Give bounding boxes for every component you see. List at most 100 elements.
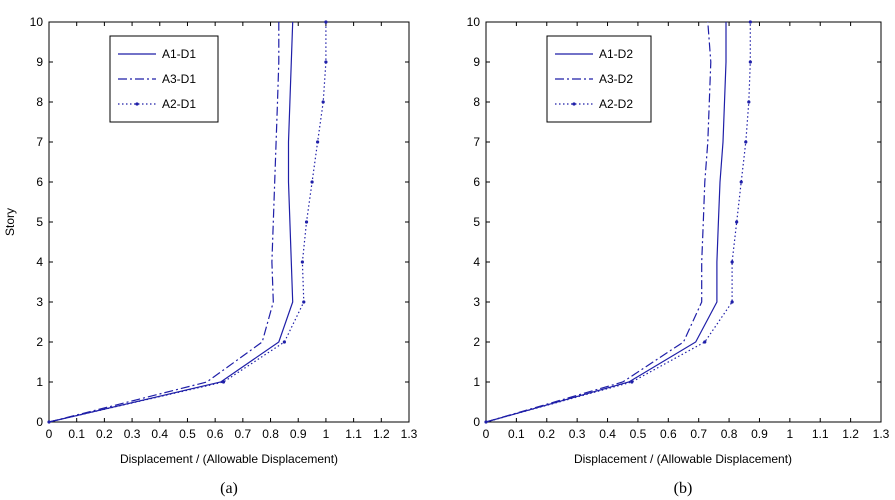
y-tick-label-b: 9 [473,55,480,69]
data-point-a2-d2 [739,180,743,184]
y-tick-label-a: 1 [36,375,43,389]
legend-b: A1-D2 A3-D2 A2-D2 [546,35,652,123]
y-tick-label-a: 0 [36,415,43,429]
x-tick-label-b: 0.6 [660,427,677,441]
plot-area-b [485,21,882,423]
plot-area-a [48,21,410,423]
x-tick-label-b: 0.4 [599,427,616,441]
series-line-a2-d2 [485,22,751,423]
x-tick-label-b: 1.3 [873,427,890,441]
legend-a: A1-D1 A3-D1 A2-D1 [109,35,219,123]
y-tick-label-b: 10 [467,15,481,29]
panel-caption-a: (a) [220,480,238,497]
x-tick-label-b: 0.1 [508,427,525,441]
y-tick-label-a: 9 [36,55,43,69]
data-point-a2-d2 [735,220,739,224]
data-point-a2-d2 [703,340,707,344]
x-tick-label-a: 0.8 [262,427,279,441]
x-tick-label-b: 0 [483,427,490,441]
y-tick-label-a: 4 [36,255,43,269]
data-point-a2-d1 [324,60,328,64]
data-point-a2-d1 [302,300,306,304]
data-point-a2-d1 [324,20,328,24]
x-tick-label-a: 1.1 [345,427,362,441]
y-tick-label-b: 2 [473,335,480,349]
x-tick-label-b: 1.1 [812,427,829,441]
data-point-a2-d1 [304,220,309,224]
y-tick-label-b: 7 [473,135,480,149]
legend-label-a2-d2: A2-D2 [599,97,633,111]
panel-caption-b: (b) [674,480,693,497]
legend-marker-a2-d1 [135,102,139,106]
y-tick-label-b: 1 [473,375,480,389]
y-tick-label-b: 5 [473,215,480,229]
y-tick-label-b: 0 [473,415,480,429]
x-tick-label-a: 1.3 [401,427,418,441]
x-tick-label-a: 1.2 [373,427,390,441]
x-axis-label-a: Displacement / (Allowable Displacement) [120,452,338,466]
data-point-a2-d1 [47,420,51,424]
x-tick-label-a: 0.7 [235,427,252,441]
x-tick-label-b: 0.5 [630,427,647,441]
series-line-a1-d1 [48,21,294,423]
data-point-a2-d1 [282,340,286,344]
x-tick-label-a: 0.2 [96,427,113,441]
legend-box-b [546,35,652,123]
legend-label-a2-d1: A2-D1 [162,97,196,111]
y-tick-label-b: 4 [473,255,480,269]
legend-box-a [109,35,219,123]
data-point-a2-d1 [316,140,320,144]
y-tick-label-a: 8 [36,95,43,109]
x-tick-label-a: 0.3 [124,427,141,441]
x-tick-label-a: 0.1 [68,427,85,441]
y-tick-label-a: 2 [36,335,43,349]
series-line-a3-d1 [48,22,280,423]
y-tick-label-a: 5 [36,215,43,229]
ticks-a: 0 0.1 0.2 0.3 0.4 0.5 0.6 0.7 0.8 0.9 1 1.1 1.2 1.3 0 1… [30,15,418,441]
data-point-a2-d2 [484,420,488,424]
data-point-a2-d1 [321,100,325,104]
x-tick-label-b: 0.2 [538,427,555,441]
data-point-a2-d1 [310,180,314,184]
x-tick-label-b: 0.3 [569,427,586,441]
x-tick-label-a: 0.9 [290,427,307,441]
series-lines-a [47,20,328,424]
y-tick-label-b: 8 [473,95,480,109]
data-point-a2-d2 [744,140,748,144]
data-point-a2-d2 [748,20,752,24]
y-tick-label-a: 3 [36,295,43,309]
x-tick-label-a: 0.6 [207,427,224,441]
data-point-a2-d2 [730,260,734,264]
data-point-a2-d2 [630,380,634,384]
series-line-a3-d2 [485,21,712,423]
y-tick-label-b: 3 [473,295,480,309]
legend-marker-a2-d2 [572,102,576,106]
x-tick-label-b: 0.7 [690,427,707,441]
legend-label-a1-d2: A1-D2 [599,47,633,61]
x-tick-label-a: 0 [46,427,53,441]
series-line-a1-d2 [485,22,727,423]
data-point-a2-d2 [748,60,752,64]
data-point-a2-d1 [221,380,226,384]
legend-label-a1-d1: A1-D1 [162,47,196,61]
x-tick-label-a: 0.5 [179,427,196,441]
y-tick-label-a: 7 [36,135,43,149]
x-tick-label-b: 1.2 [842,427,859,441]
y-tick-label-a: 6 [36,175,43,189]
data-point-a2-d2 [747,100,751,104]
legend-label-a3-d2: A3-D2 [599,72,633,86]
x-tick-label-b: 1 [787,427,794,441]
x-axis-label-b: Displacement / (Allowable Displacement) [574,452,792,466]
ticks-b: 0 0.1 0.2 0.3 0.4 0.5 0.6 0.7 0.8 0.9 1 1.1 1.2 1.3 0 1… [467,15,890,441]
x-tick-label-a: 0.4 [151,427,168,441]
panel-b: 0 0.1 0.2 0.3 0.4 0.5 0.6 0.7 0.8 0.9 1 1.1 1.2 1.3 0 1… [467,15,890,497]
y-axis-label-a: Story [3,208,17,236]
panel-a: 0 0.1 0.2 0.3 0.4 0.5 0.6 0.7 0.8 0.9 1 1.1 1.2 1.3 0 1… [3,15,418,497]
x-tick-label-a: 1 [323,427,330,441]
legend-label-a3-d1: A3-D1 [162,72,196,86]
data-point-a2-d1 [300,260,304,264]
x-tick-label-b: 0.8 [721,427,738,441]
y-tick-label-b: 6 [473,175,480,189]
series-lines-b [484,20,752,424]
